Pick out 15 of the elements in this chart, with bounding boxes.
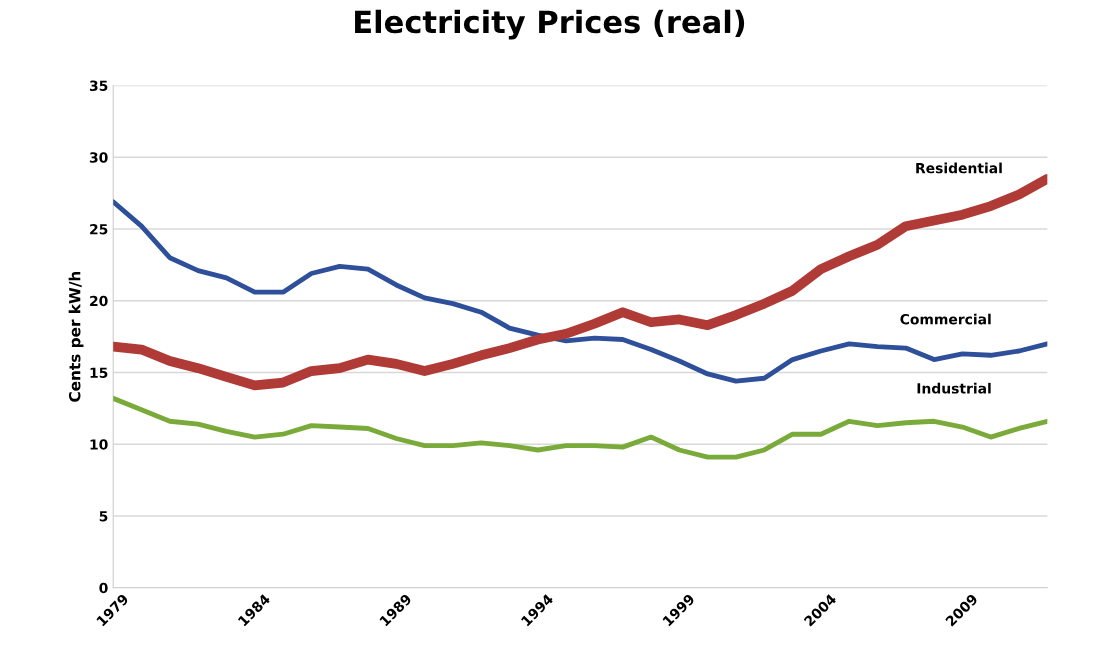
y-tick-label: 35 xyxy=(89,80,108,92)
text: Industrial xyxy=(917,382,991,394)
series-label: Commercial xyxy=(900,313,991,325)
line-series xyxy=(113,199,1048,384)
y-tick-label: 15 xyxy=(90,367,108,378)
y-tick-label: 10 xyxy=(90,439,108,450)
y-tick-label: 25 xyxy=(90,223,108,235)
series-label: Residential xyxy=(916,162,1002,174)
y-tick-label: 5 xyxy=(99,511,108,522)
y-axis-title: Cents per kW/h xyxy=(68,271,84,402)
y-tick-label: 0 xyxy=(99,582,108,594)
line-series xyxy=(113,395,1048,460)
y-tick-label: 20 xyxy=(90,295,108,307)
chart-title: Electricity Prices (real) xyxy=(355,9,745,40)
y-tick-label: 30 xyxy=(89,152,108,163)
